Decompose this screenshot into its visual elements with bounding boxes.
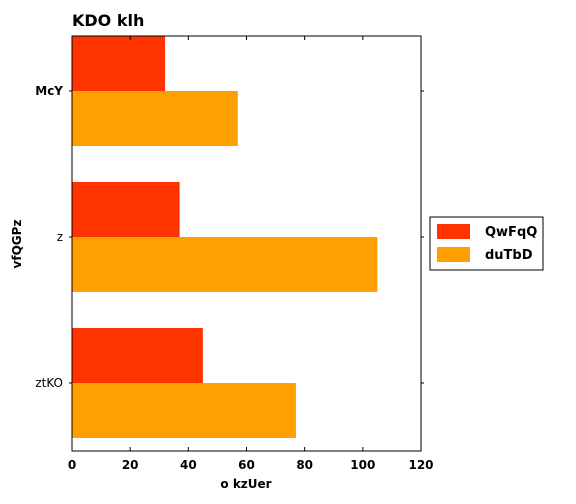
x-axis-label: o kzUer [220, 477, 271, 491]
y-axis-ticks: McY z ztKO [35, 84, 424, 390]
x-axis-ticks: 0 20 40 60 80 100 120 [68, 36, 434, 472]
legend-label-QwFqQ: QwFqQ [485, 225, 537, 240]
y-tick-label: z [57, 230, 63, 244]
chart-title: KDO klh [72, 11, 144, 30]
bar-z-duTbD [72, 237, 378, 292]
bar-McY-QwFqQ [72, 36, 166, 91]
legend: QwFqQ duTbD [429, 216, 544, 271]
y-tick-label: ztKO [35, 376, 63, 390]
x-tick-label: 60 [238, 458, 255, 472]
x-tick-label: 40 [180, 458, 197, 472]
x-tick-label: 80 [296, 458, 313, 472]
legend-label-duTbD: duTbD [485, 248, 533, 263]
x-tick-label: 0 [68, 458, 76, 472]
bar-ztKO-duTbD [72, 383, 296, 438]
legend-swatch-QwFqQ [437, 224, 470, 239]
y-axis-label: vfQGPz [10, 220, 24, 269]
bar-ztKO-QwFqQ [72, 328, 203, 383]
legend-swatch-duTbD [437, 247, 470, 262]
x-tick-label: 100 [350, 458, 375, 472]
y-tick-label: McY [35, 84, 63, 98]
x-tick-label: 120 [408, 458, 433, 472]
bar-group [72, 36, 378, 438]
bar-z-QwFqQ [72, 182, 180, 237]
x-tick-label: 20 [122, 458, 139, 472]
bar-McY-duTbD [72, 91, 238, 146]
